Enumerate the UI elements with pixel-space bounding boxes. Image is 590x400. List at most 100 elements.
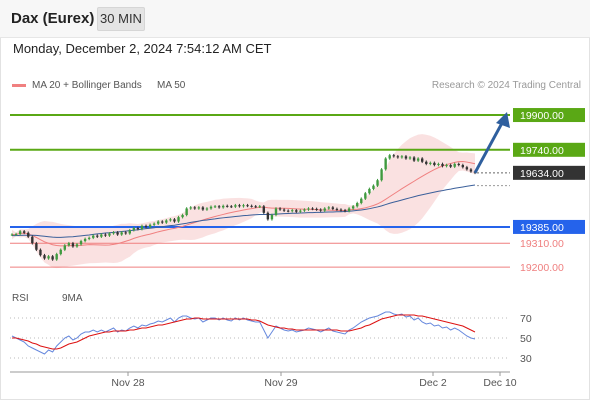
candle-body <box>274 208 278 215</box>
candle-body <box>351 206 355 209</box>
candle-body <box>185 208 188 215</box>
candle-body <box>104 234 107 236</box>
candle-body <box>217 206 221 208</box>
candle-body <box>323 208 326 211</box>
candle-body <box>311 208 314 210</box>
candle-body <box>416 158 420 161</box>
candle-body <box>108 233 111 236</box>
candle-body <box>10 234 14 236</box>
ma50-label: MA 50 <box>157 80 186 91</box>
candle-body <box>368 188 371 194</box>
candle-body <box>144 225 148 227</box>
ma20-swatch <box>12 83 26 87</box>
candle-body <box>270 214 274 220</box>
timeframe-button[interactable]: 30 MIN <box>97 7 145 31</box>
instrument-title: Dax (Eurex) <box>11 10 95 27</box>
candle-body <box>67 243 71 246</box>
candle-body <box>425 161 428 164</box>
candle-body <box>282 209 286 211</box>
candle-body <box>380 169 383 181</box>
rsi-ma-line <box>12 314 476 350</box>
candle-body <box>254 206 257 208</box>
legend-ma50: MA 50 <box>157 80 185 91</box>
candle-body <box>461 165 465 168</box>
candle-body <box>22 231 26 233</box>
candle-body <box>388 155 391 159</box>
level-box-1 <box>513 142 585 157</box>
candle-body <box>205 208 209 210</box>
candle-body <box>412 157 416 161</box>
rsi-tick-label-1: 50 <box>520 333 532 345</box>
candle-body <box>140 225 144 230</box>
candle-body <box>230 206 233 208</box>
candle-body <box>59 249 62 255</box>
candle-body <box>445 165 448 167</box>
candle-body <box>201 207 205 210</box>
legend-ma20: MA 20 + Bollinger Bands <box>12 80 142 91</box>
candle-body <box>429 162 432 164</box>
candle-body <box>173 219 176 222</box>
candle-body <box>392 155 395 157</box>
level-label-1: 19740.00 <box>520 145 564 157</box>
candle-body <box>55 254 58 260</box>
candle-body <box>209 206 213 209</box>
candle-body <box>14 234 18 236</box>
x-tick-label-0: Nov 28 <box>111 377 144 389</box>
candle-body <box>469 169 473 172</box>
forecast-arrow-head <box>496 112 510 129</box>
candle-body <box>307 208 310 210</box>
candle-body <box>372 185 375 189</box>
candle-body <box>356 203 359 207</box>
candle-body <box>449 165 452 167</box>
candle-body <box>396 156 400 158</box>
candle-body <box>286 210 290 212</box>
candle-body <box>234 205 237 207</box>
candle-body <box>136 228 140 230</box>
candle-body <box>181 214 184 218</box>
candle-body <box>266 212 270 220</box>
candle-body <box>343 210 347 212</box>
candle-body <box>437 163 440 166</box>
level-label-4: 19310.00 <box>520 238 564 250</box>
candle-body <box>360 198 363 204</box>
ma20-label: MA 20 + Bollinger Bands <box>32 80 142 91</box>
candle-body <box>152 223 156 225</box>
candle-body <box>35 243 38 250</box>
rsi-line <box>11 311 476 355</box>
title-bar: Dax (Eurex) 30 MIN <box>0 0 590 38</box>
candle-body <box>193 207 196 209</box>
rsi-label: RSI <box>12 293 29 304</box>
candle-body <box>47 256 50 259</box>
candle-body <box>63 245 66 250</box>
candle-body <box>246 205 249 207</box>
candle-body <box>112 232 115 234</box>
candle-body <box>128 230 131 234</box>
level-label-5: 19200.00 <box>520 262 564 274</box>
candle-body <box>441 163 444 167</box>
candle-body <box>242 205 245 207</box>
candle-body <box>262 206 266 213</box>
candle-body <box>221 205 225 208</box>
candle-body <box>226 205 229 207</box>
candle-body <box>177 217 180 222</box>
candle-body <box>39 249 42 256</box>
candle-body <box>87 237 91 239</box>
candle-body <box>319 209 322 211</box>
candle-body <box>335 208 339 210</box>
ma50-line <box>12 184 476 238</box>
candle-body <box>120 232 123 235</box>
level-label-2: 19634.00 <box>520 168 564 180</box>
candle-body <box>79 241 83 245</box>
candle-body <box>339 209 343 211</box>
candle-body <box>161 221 164 223</box>
candle-body <box>433 162 436 166</box>
candle-body <box>18 231 22 235</box>
candle-body <box>453 163 456 167</box>
candle-body <box>83 238 87 242</box>
candle-body <box>295 210 298 212</box>
candle-body <box>100 234 103 237</box>
datetime-label: Monday, December 2, 2024 7:54:12 AM CET <box>13 41 272 56</box>
x-tick-label-1: Nov 29 <box>264 377 297 389</box>
rsi-ma-label: 9MA <box>62 293 83 304</box>
